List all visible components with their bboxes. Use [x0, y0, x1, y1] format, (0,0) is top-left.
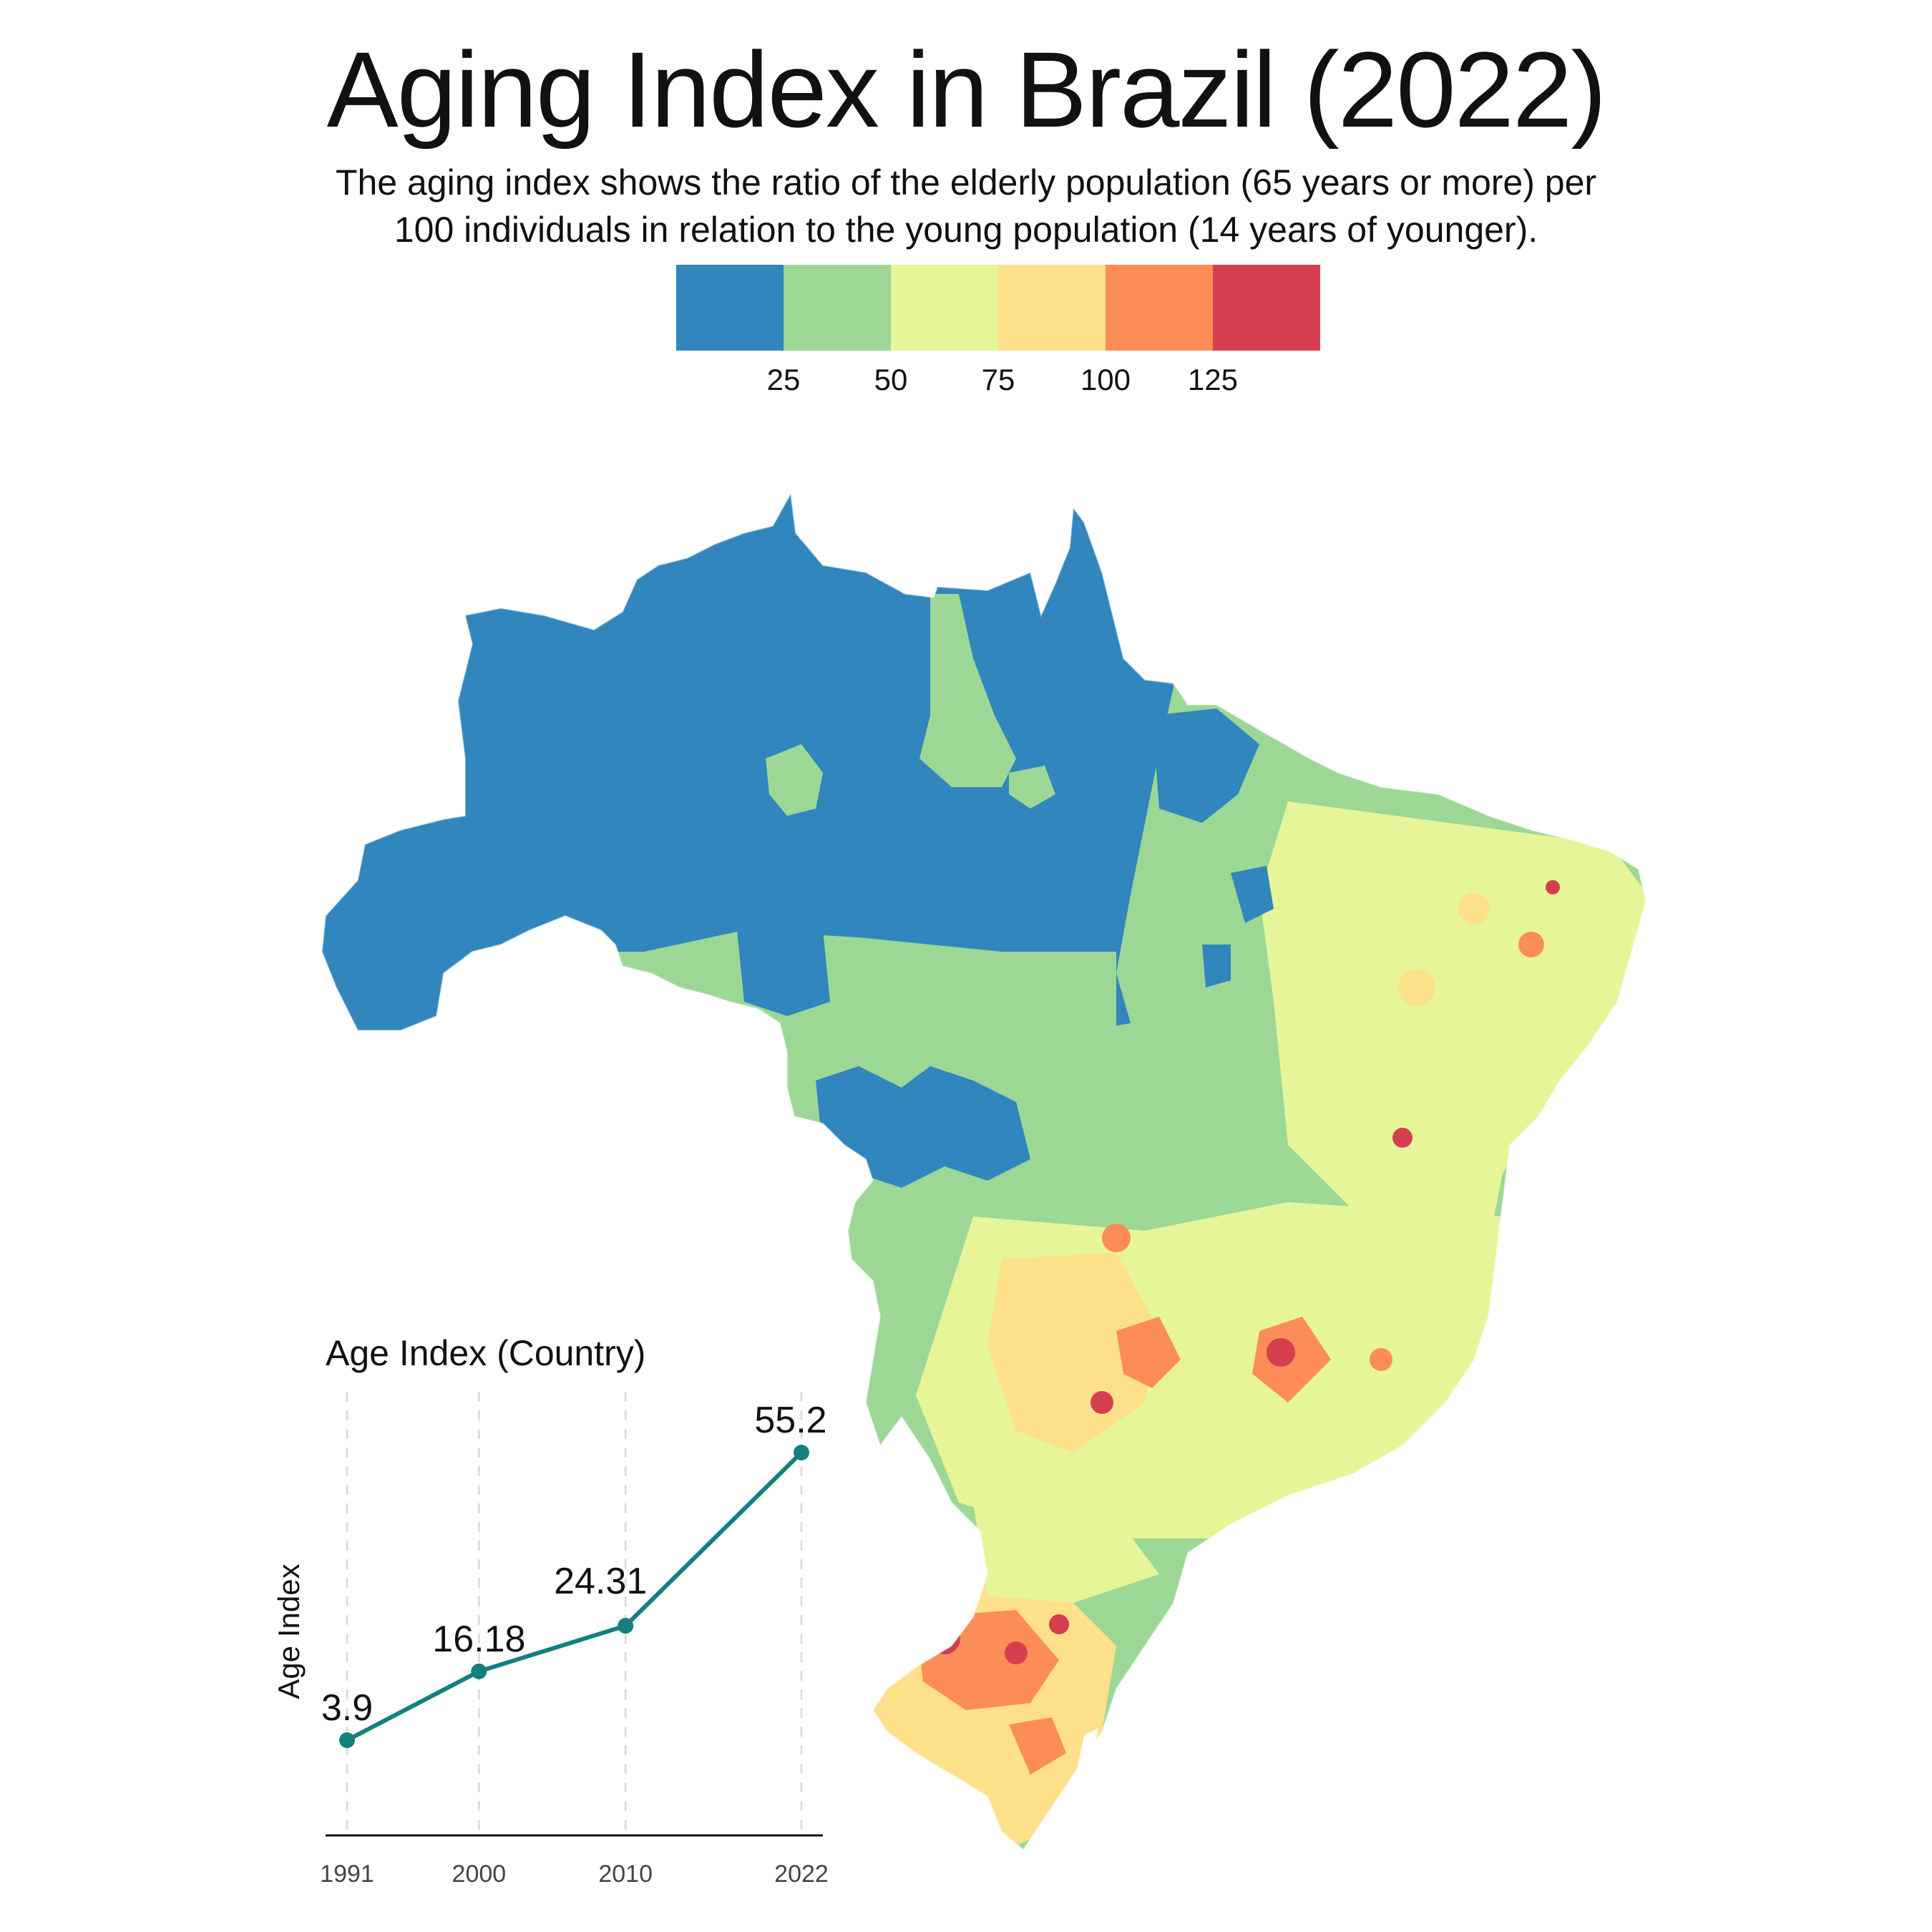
- inset-x-tick-label: 2022: [774, 1860, 829, 1888]
- inset-gridlines: [346, 1392, 803, 1832]
- region-north-patch-3: [1009, 766, 1055, 809]
- inset-series-line: [346, 1450, 804, 1742]
- region-se-spot-1: [1267, 1338, 1295, 1367]
- inset-x-tick-label: 2000: [452, 1860, 507, 1888]
- inset-series-points: [339, 1445, 809, 1748]
- inset-data-label: 16.18: [432, 1619, 525, 1660]
- inset-x-tick-label: 2010: [598, 1860, 653, 1888]
- region-se-higher-1: [1116, 1317, 1181, 1388]
- region-ne-spot-3: [1398, 969, 1435, 1006]
- inset-data-label: 24.31: [554, 1561, 647, 1602]
- subtitle-line-2: 100 individuals in relation to the young…: [394, 210, 1538, 250]
- region-cw-blue-2: [737, 930, 830, 1016]
- region-se-spot-2: [1091, 1391, 1113, 1414]
- region-maranhao-blue: [1152, 708, 1259, 823]
- inset-x-tick-label: 1991: [320, 1860, 374, 1888]
- region-ne-spot-5: [1546, 880, 1560, 894]
- region-ne-spot-2: [1518, 932, 1544, 957]
- inset-data-point: [618, 1618, 634, 1634]
- region-northeast: [1259, 801, 1646, 1245]
- inset-data-point: [339, 1732, 355, 1748]
- inset-data-point: [471, 1663, 487, 1679]
- region-south-spot-3: [1049, 1614, 1069, 1634]
- region-se-high: [987, 1252, 1159, 1453]
- chart-subtitle: The aging index shows the ratio of the e…: [0, 159, 1932, 253]
- region-ne-spot-4: [1392, 1128, 1413, 1148]
- region-se-spot-4: [1370, 1348, 1392, 1371]
- region-south-higher-2: [1009, 1717, 1066, 1775]
- inset-chart-title: Age Index (Country): [326, 1333, 645, 1373]
- inset-y-axis-label: Age Index: [272, 1563, 306, 1699]
- region-south-north: [973, 1503, 1159, 1603]
- region-ne-blue-2: [1231, 866, 1274, 923]
- region-ne-blue-3: [1202, 945, 1231, 987]
- inset-data-labels: 3.9 16.18 24.31 55.2: [321, 1400, 827, 1729]
- inset-data-label: 3.9: [321, 1687, 373, 1729]
- region-north-patch-1: [919, 594, 1016, 787]
- region-ne-spot-1: [1458, 893, 1490, 924]
- region-se-spot-3: [1102, 1224, 1131, 1252]
- inset-data-point: [794, 1445, 809, 1460]
- region-cw-blue-1: [816, 1066, 1030, 1188]
- chart-title: Aging Index in Brazil (2022): [326, 29, 1607, 150]
- subtitle-line-1: The aging index shows the ratio of the e…: [335, 162, 1597, 203]
- region-south-spot-2: [1005, 1641, 1028, 1664]
- region-north-patch-2: [766, 744, 823, 816]
- inset-data-label: 55.2: [754, 1400, 826, 1441]
- inset-x-tick-labels: 1991 2000 2010 2022: [320, 1860, 829, 1888]
